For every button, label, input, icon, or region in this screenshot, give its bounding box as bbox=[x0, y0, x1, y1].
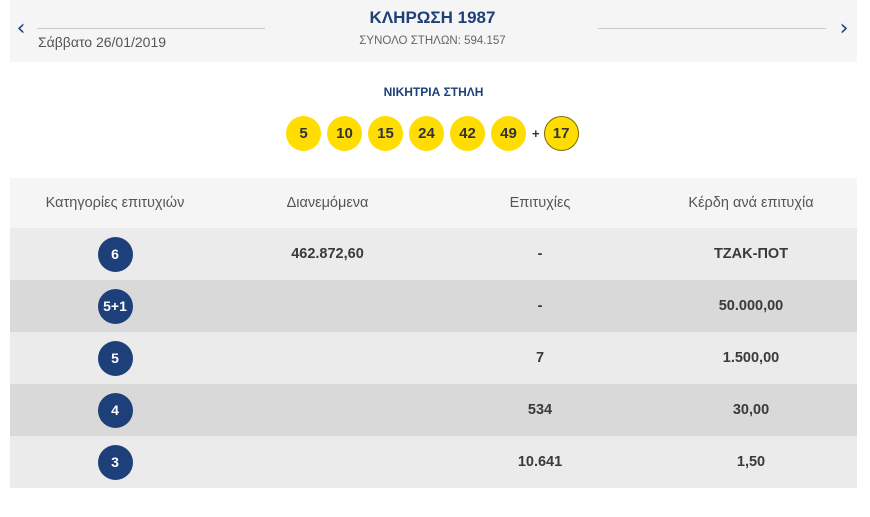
category-cell: 5+1 bbox=[10, 288, 220, 324]
prize-cell: 30,00 bbox=[732, 402, 770, 418]
category-cell: 6 bbox=[10, 236, 220, 272]
category-badge: 3 bbox=[97, 444, 133, 480]
plus-sign: + bbox=[532, 125, 540, 141]
total-columns: ΣΥΝΟΛΟ ΣΤΗΛΩΝ: 594.157 bbox=[359, 35, 506, 47]
prize-cell: 1,50 bbox=[736, 454, 766, 470]
draw-header: ‹ Σάββατο 26/01/2019 ΚΛΗΡΩΣΗ 1987 ΣΥΝΟΛΟ… bbox=[10, 0, 857, 62]
column-header-prize: Κέρδη ανά επιτυχία bbox=[688, 195, 814, 211]
category-badge: 5 bbox=[97, 340, 133, 376]
category-cell: 3 bbox=[10, 444, 220, 480]
chevron-right-icon[interactable]: › bbox=[839, 16, 849, 41]
table-header: Κατηγορίες επιτυχιών Διανεμόμενα Επιτυχί… bbox=[10, 178, 857, 228]
winners-cell: - bbox=[537, 246, 543, 262]
divider bbox=[598, 28, 826, 29]
bonus-ball: 17 bbox=[543, 115, 579, 151]
table-row: 6 462.872,60 - ΤΖΑΚ-ΠΟΤ bbox=[10, 228, 857, 280]
column-header-distributed: Διανεμόμενα bbox=[286, 195, 369, 211]
prize-cell: 50.000,00 bbox=[718, 298, 784, 314]
winning-column-label: ΝΙΚΗΤΡΙΑ ΣΤΗΛΗ bbox=[383, 85, 484, 99]
table-row: 4 534 30,00 bbox=[10, 384, 857, 436]
distributed-cell: 462.872,60 bbox=[291, 246, 364, 262]
category-badge: 4 bbox=[97, 392, 133, 428]
number-ball: 24 bbox=[409, 115, 444, 151]
category-badge: 5+1 bbox=[97, 288, 133, 324]
winners-cell: - bbox=[537, 298, 543, 314]
winners-cell: 10.641 bbox=[517, 454, 563, 470]
number-ball: 42 bbox=[450, 115, 485, 151]
number-ball: 5 bbox=[286, 115, 321, 151]
prize-cell: 1.500,00 bbox=[722, 350, 780, 366]
chevron-left-icon[interactable]: ‹ bbox=[16, 16, 26, 41]
draw-title: ΚΛΗΡΩΣΗ 1987 bbox=[369, 8, 496, 27]
number-ball: 15 bbox=[368, 115, 403, 151]
number-ball: 10 bbox=[327, 115, 362, 151]
column-header-category: Κατηγορίες επιτυχιών bbox=[45, 195, 185, 211]
prize-table: Κατηγορίες επιτυχιών Διανεμόμενα Επιτυχί… bbox=[10, 178, 857, 488]
category-cell: 5 bbox=[10, 340, 220, 376]
category-badge: 6 bbox=[97, 236, 133, 272]
category-cell: 4 bbox=[10, 392, 220, 428]
number-ball: 49 bbox=[491, 115, 526, 151]
divider bbox=[37, 28, 265, 29]
table-row: 5 7 1.500,00 bbox=[10, 332, 857, 384]
winners-cell: 534 bbox=[527, 402, 553, 418]
table-row: 3 10.641 1,50 bbox=[10, 436, 857, 488]
draw-date: Σάββατο 26/01/2019 bbox=[38, 34, 167, 50]
winning-numbers: 5 10 15 24 42 49 + 17 bbox=[286, 115, 579, 151]
table-row: 5+1 - 50.000,00 bbox=[10, 280, 857, 332]
prize-cell: ΤΖΑΚ-ΠΟΤ bbox=[713, 246, 789, 262]
winners-cell: 7 bbox=[535, 350, 545, 366]
column-header-winners: Επιτυχίες bbox=[509, 195, 571, 211]
